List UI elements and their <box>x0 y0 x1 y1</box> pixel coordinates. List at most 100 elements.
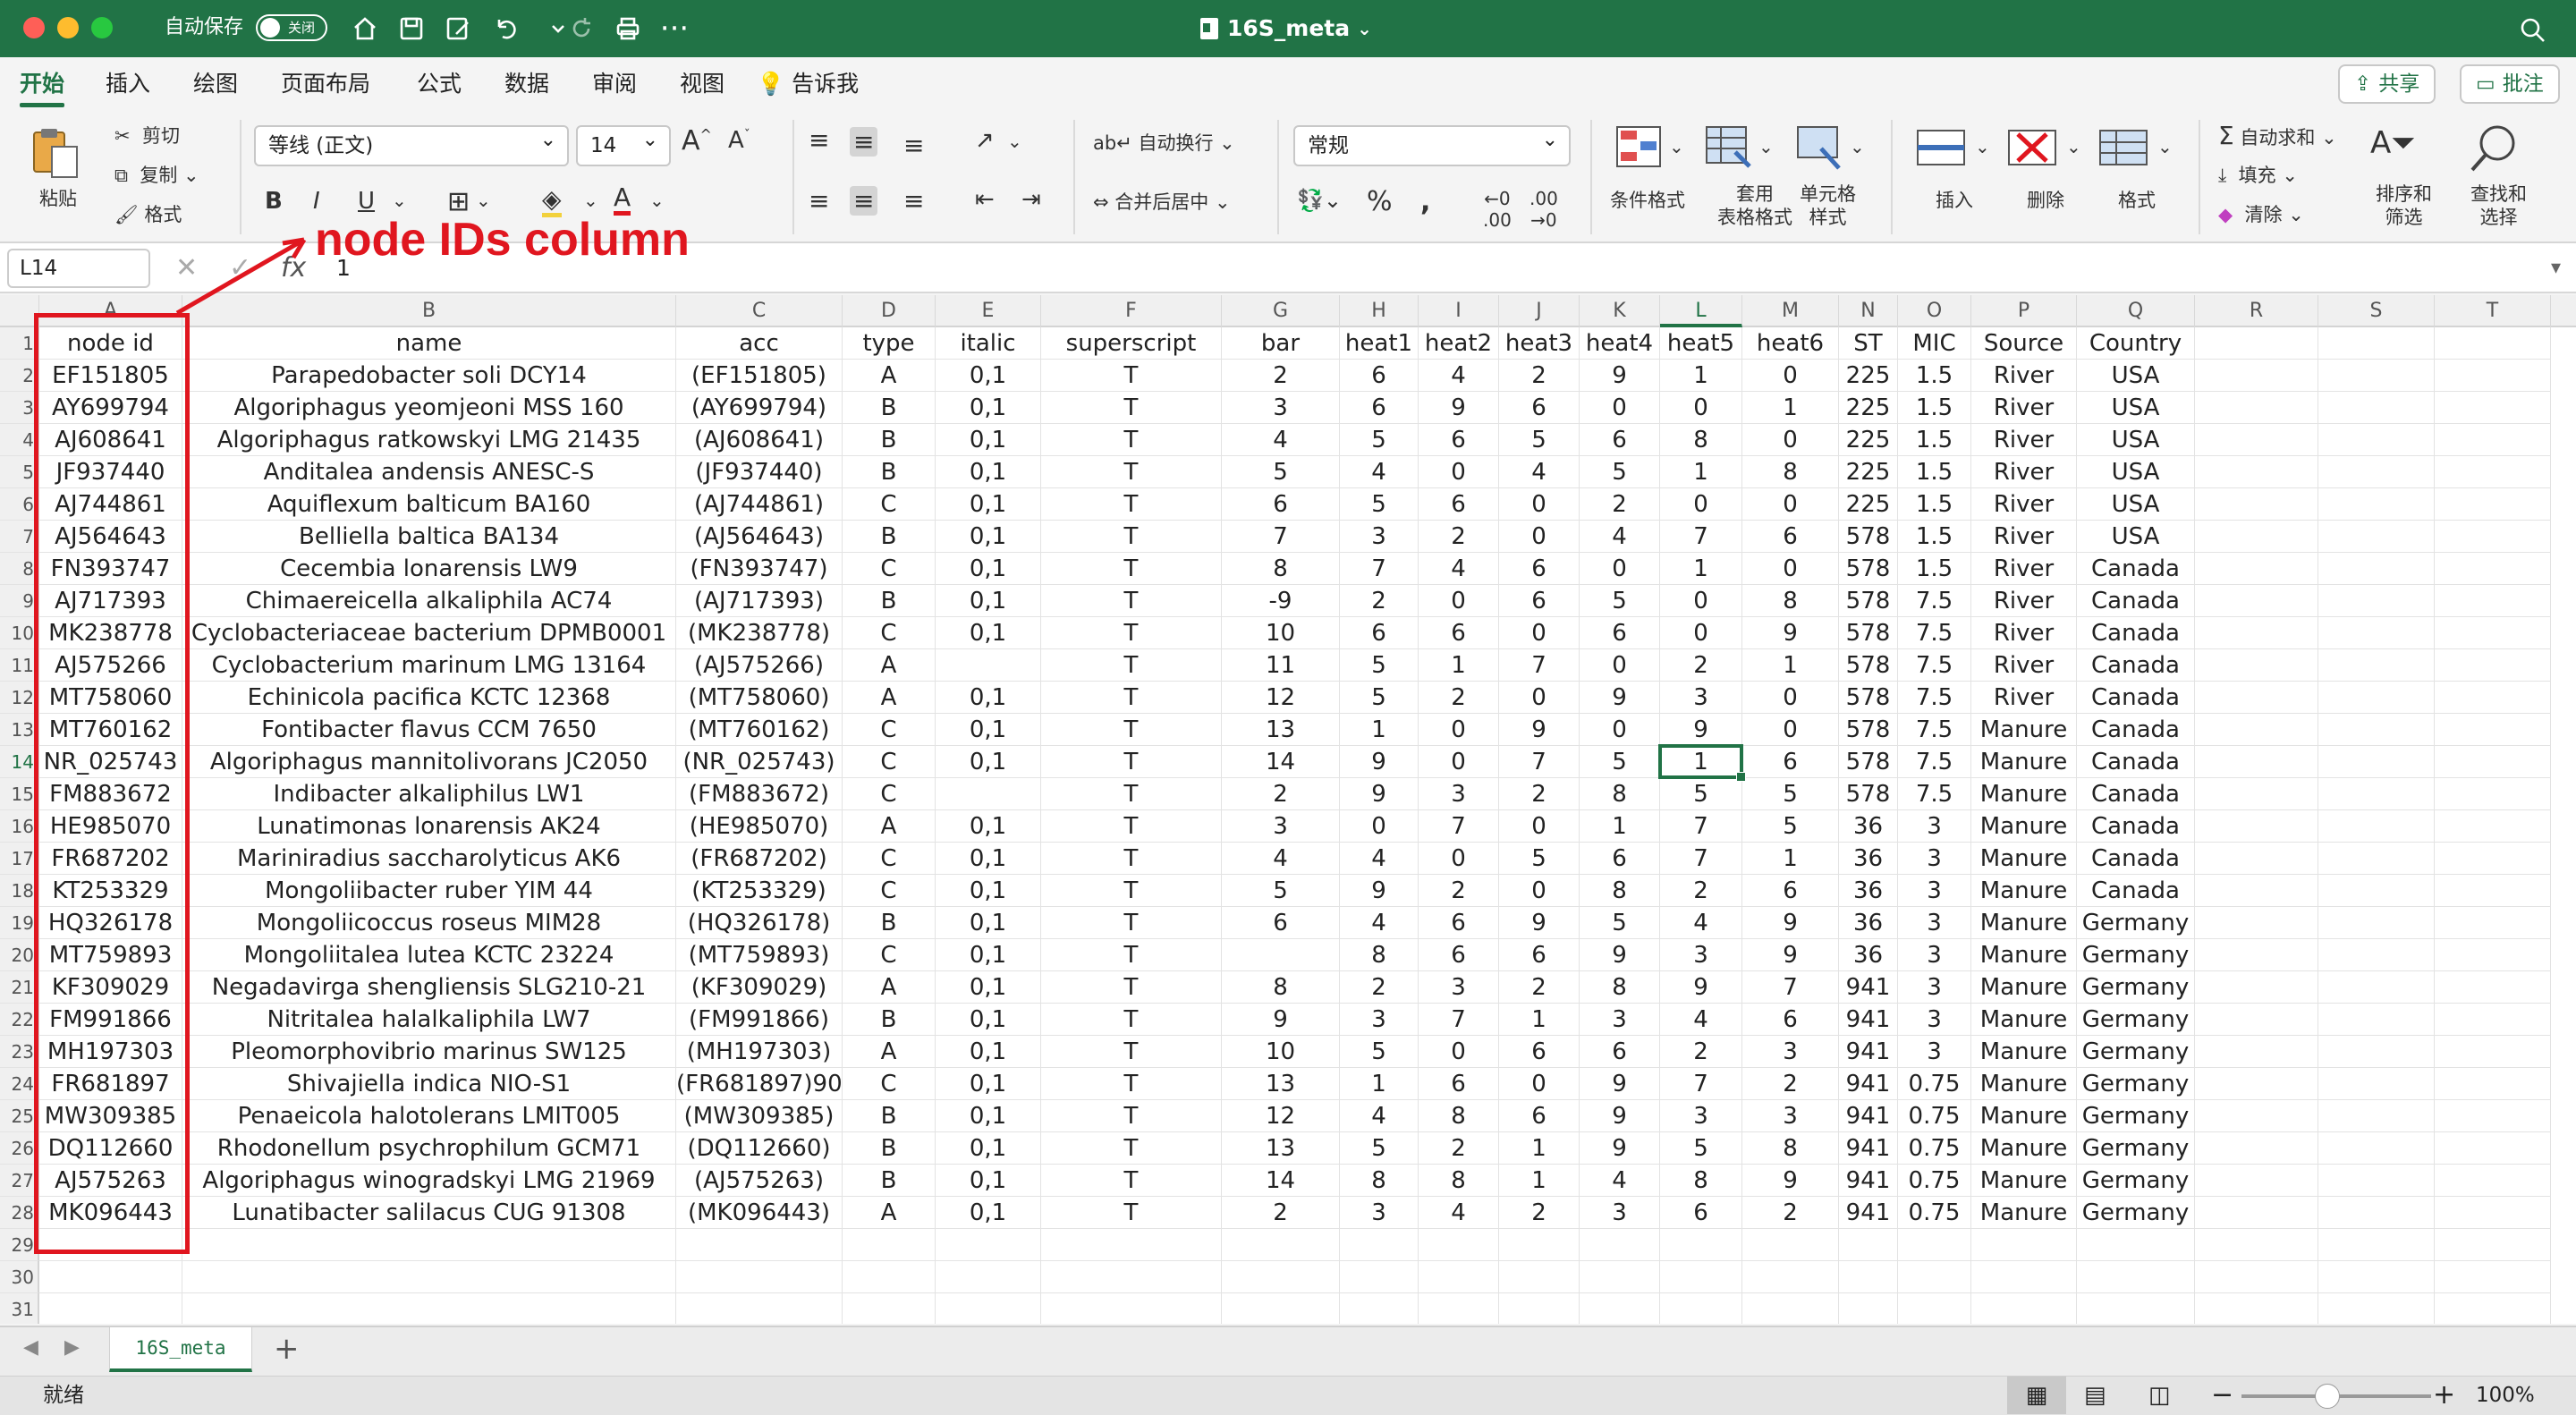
cell[interactable]: 0,1 <box>936 424 1041 456</box>
cell[interactable]: 2 <box>1499 778 1580 810</box>
cell[interactable] <box>2435 488 2551 521</box>
cell[interactable]: 12 <box>1222 682 1340 714</box>
orientation-icon[interactable]: ↗ <box>975 127 995 154</box>
cell[interactable]: 0,1 <box>936 1165 1041 1197</box>
chevron-down-icon[interactable]: ⌄ <box>1975 136 1990 157</box>
cell[interactable]: 8 <box>1742 1132 1839 1165</box>
cell[interactable] <box>1580 1261 1660 1293</box>
cell[interactable]: 4 <box>1580 521 1660 553</box>
column-header-h[interactable]: H <box>1340 295 1419 327</box>
cell[interactable]: 8 <box>1222 553 1340 585</box>
cell[interactable] <box>2195 810 2318 843</box>
cell[interactable]: 5 <box>1660 778 1742 810</box>
tab-view[interactable]: 视图 <box>680 71 725 97</box>
cell[interactable]: Lunatimonas lonarensis AK24 <box>182 810 676 843</box>
cell[interactable]: B <box>843 1100 936 1132</box>
cell[interactable]: 0,1 <box>936 585 1041 617</box>
cell[interactable]: 3 <box>1660 939 1742 971</box>
cell[interactable]: 8 <box>1580 778 1660 810</box>
cell[interactable]: 7 <box>1419 810 1499 843</box>
cell[interactable]: 2 <box>1660 1036 1742 1068</box>
cell[interactable]: 9 <box>1660 971 1742 1004</box>
cell[interactable] <box>2318 1100 2435 1132</box>
row-header[interactable]: 4 <box>0 424 39 456</box>
cell[interactable]: A <box>843 1036 936 1068</box>
home-icon[interactable] <box>345 9 385 48</box>
cell[interactable]: 0 <box>1499 521 1580 553</box>
cell[interactable] <box>2435 649 2551 682</box>
cell[interactable]: 0.75 <box>1898 1132 1971 1165</box>
cell[interactable]: Manure <box>1971 1197 2077 1229</box>
cell[interactable] <box>2435 456 2551 488</box>
name-box[interactable]: L14 <box>7 249 150 288</box>
paste-label[interactable]: 粘贴 <box>39 188 77 209</box>
cell[interactable]: River <box>1971 553 2077 585</box>
cell[interactable]: 2 <box>1340 585 1419 617</box>
cell[interactable] <box>2195 553 2318 585</box>
save-icon[interactable] <box>392 9 431 48</box>
row-header[interactable]: 30 <box>0 1261 39 1293</box>
cell[interactable]: 5 <box>1580 585 1660 617</box>
cell[interactable]: 5 <box>1580 907 1660 939</box>
cell[interactable]: 6 <box>1222 488 1340 521</box>
cell[interactable]: 9 <box>1419 392 1499 424</box>
cell[interactable]: Algoriphagus ratkowskyi LMG 21435 <box>182 424 676 456</box>
cell[interactable] <box>1580 1293 1660 1324</box>
cell[interactable]: 0 <box>1742 714 1839 746</box>
cell[interactable]: -9 <box>1222 585 1340 617</box>
cell[interactable]: 7 <box>1742 971 1839 1004</box>
cell[interactable]: 578 <box>1839 521 1898 553</box>
cell[interactable]: 6 <box>1742 875 1839 907</box>
cell[interactable]: C <box>843 553 936 585</box>
zoom-in-icon[interactable]: + <box>2433 1379 2456 1411</box>
format-cells-icon[interactable] <box>2097 125 2150 170</box>
print-icon[interactable] <box>608 9 648 48</box>
cell[interactable]: 9 <box>1580 360 1660 392</box>
cell[interactable]: 7 <box>1222 521 1340 553</box>
cell[interactable]: 0 <box>1660 585 1742 617</box>
cell[interactable]: Canada <box>2077 810 2195 843</box>
cell[interactable]: Manure <box>1971 810 2077 843</box>
cell[interactable]: 225 <box>1839 456 1898 488</box>
cell[interactable]: 0 <box>1499 875 1580 907</box>
cell[interactable]: 7.5 <box>1898 778 1971 810</box>
cell[interactable]: 1 <box>1742 843 1839 875</box>
cell[interactable]: 1 <box>1660 553 1742 585</box>
cell[interactable]: Mongoliitalea lutea KCTC 23224 <box>182 939 676 971</box>
cell[interactable] <box>843 1229 936 1261</box>
cell[interactable]: 0 <box>1499 1068 1580 1100</box>
cell[interactable]: Manure <box>1971 875 2077 907</box>
cell[interactable] <box>2318 1261 2435 1293</box>
cell[interactable]: 1 <box>1742 392 1839 424</box>
cell[interactable] <box>2318 327 2435 360</box>
cell[interactable]: 3 <box>1898 875 1971 907</box>
cell[interactable]: Canada <box>2077 714 2195 746</box>
cell[interactable]: 9 <box>1499 714 1580 746</box>
cell[interactable] <box>39 1261 182 1293</box>
cell[interactable]: 0,1 <box>936 939 1041 971</box>
cell[interactable]: 0 <box>1742 553 1839 585</box>
cell[interactable]: Canada <box>2077 617 2195 649</box>
cell[interactable]: 36 <box>1839 875 1898 907</box>
cell[interactable]: 0,1 <box>936 553 1041 585</box>
cell[interactable]: 8 <box>1580 875 1660 907</box>
cell[interactable]: 0,1 <box>936 1036 1041 1068</box>
cell[interactable]: 9 <box>1742 939 1839 971</box>
cell[interactable] <box>1222 1293 1340 1324</box>
cell[interactable] <box>2435 907 2551 939</box>
percent-icon[interactable]: % <box>1367 186 1393 217</box>
cell[interactable]: 4 <box>1340 907 1419 939</box>
cell[interactable] <box>2318 939 2435 971</box>
increase-indent-icon[interactable]: ⇥ <box>1021 186 1041 213</box>
cell[interactable]: T <box>1041 1036 1222 1068</box>
cell[interactable] <box>2195 778 2318 810</box>
align-bottom-icon[interactable]: ≡ <box>903 131 925 160</box>
cell[interactable]: 1 <box>1499 1165 1580 1197</box>
cell[interactable]: 5 <box>1340 682 1419 714</box>
cell[interactable] <box>2318 810 2435 843</box>
cell[interactable]: 0 <box>1580 649 1660 682</box>
cell[interactable] <box>1419 1229 1499 1261</box>
cell[interactable]: 4 <box>1340 1100 1419 1132</box>
cell[interactable] <box>2435 1004 2551 1036</box>
